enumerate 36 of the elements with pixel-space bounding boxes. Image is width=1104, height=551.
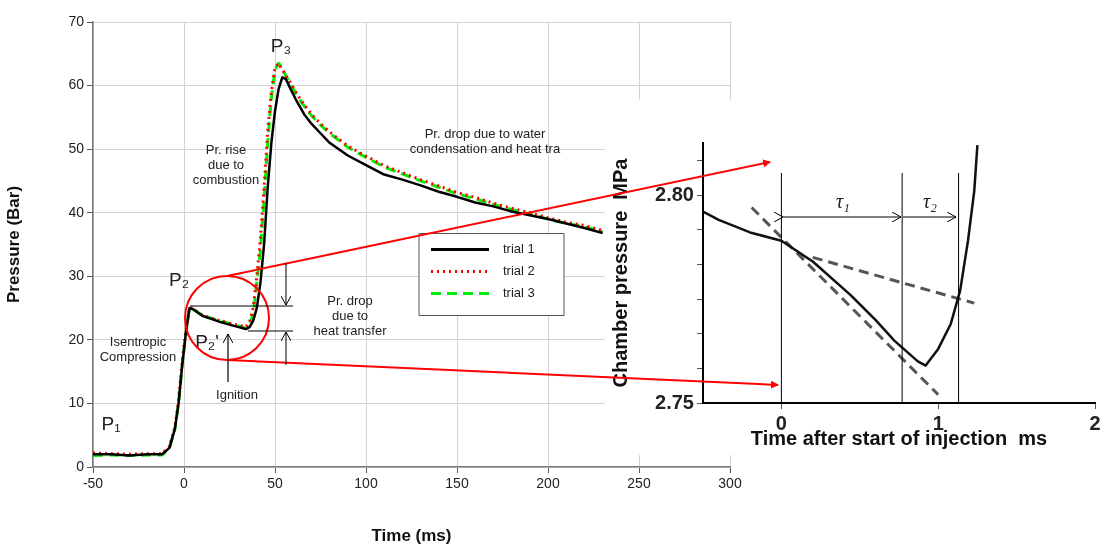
x-tick-label: 100	[354, 475, 378, 492]
x-tick-label: -50	[82, 475, 104, 492]
x-tick-label: 200	[536, 475, 560, 492]
annotation: Isentropic Compression	[99, 334, 177, 365]
y-tick-label: 20	[68, 330, 85, 347]
annotation: τ₁	[835, 190, 851, 213]
y-tick-label: 30	[68, 267, 85, 284]
y-axis-title: Pressure (Bar)	[3, 185, 23, 304]
x-tick-label: 250	[627, 475, 651, 492]
y-tick-label: 70	[68, 12, 85, 29]
annotation: Pr. drop due to water condensation and heat tra	[409, 126, 561, 157]
annotation: P₂	[168, 269, 190, 291]
y-tick-label: 40	[68, 203, 85, 220]
x-tick-label: 50	[267, 475, 283, 492]
x-tick-label: 0	[180, 475, 189, 492]
x-tick-label: 300	[718, 475, 742, 492]
x-tick-label: 2	[1089, 411, 1101, 434]
y-tick-label: 10	[68, 394, 85, 411]
y-tick-label: 2.80	[655, 182, 694, 205]
x-tick-label: 1	[932, 411, 944, 434]
y-tick-label: 50	[68, 140, 85, 156]
annotation: P₁	[101, 413, 121, 435]
x-axis-title: Time (ms)	[371, 526, 452, 546]
annotation: Pr. rise due to combustion	[192, 141, 260, 187]
legend-label: trial 2	[503, 263, 535, 279]
legend-label: trial 3	[503, 285, 535, 301]
annotation: P₂'	[195, 331, 219, 353]
y-tick-label: 60	[68, 76, 85, 93]
annotation: P₃	[270, 35, 292, 57]
annotation: Pr. drop due to heat transfer	[313, 292, 388, 338]
annotation: τ₂	[922, 190, 938, 213]
y-tick-label: 0	[76, 457, 85, 474]
legend-label: trial 1	[503, 241, 535, 257]
x-tick-label: 150	[445, 475, 469, 492]
annotation: Ignition	[216, 386, 258, 402]
y-tick-label: 2.75	[655, 390, 694, 413]
